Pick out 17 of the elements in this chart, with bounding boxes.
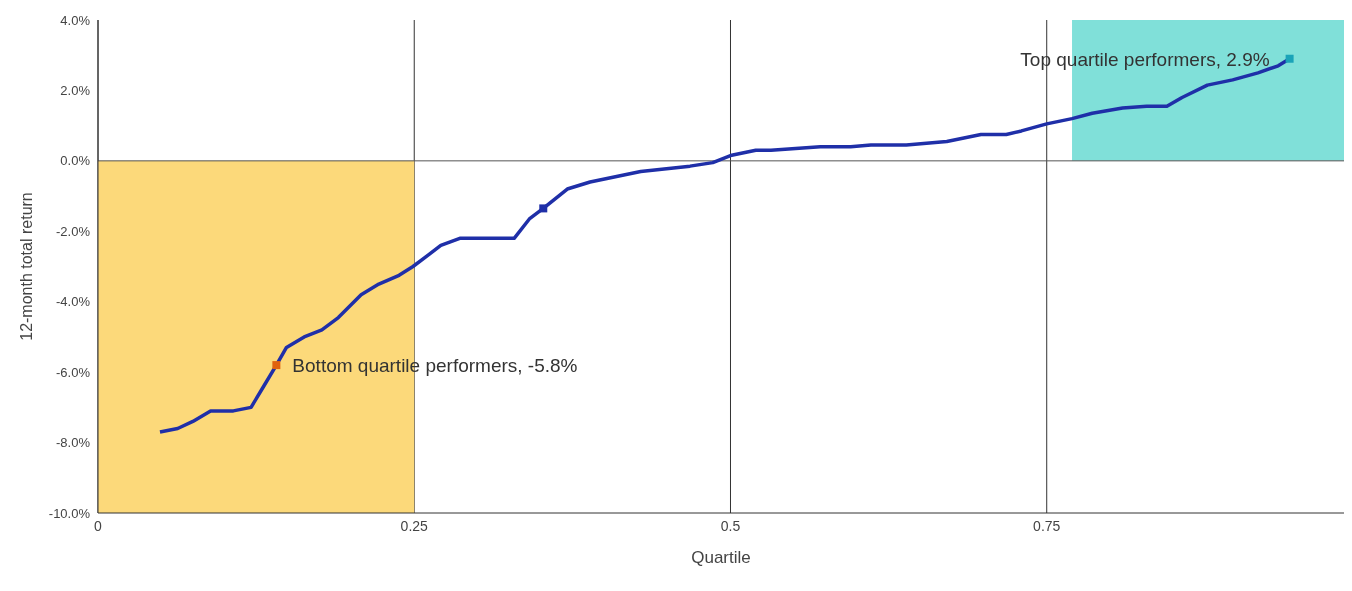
x-tick-label: 0.75: [1033, 517, 1061, 534]
x-tick-label: 0.5: [720, 517, 741, 534]
point: [539, 204, 548, 213]
point: [1285, 54, 1294, 63]
y-tick-label: -6.0%: [56, 364, 91, 380]
y-tick-label: -4.0%: [56, 294, 91, 310]
x-axis-title: Quartile: [691, 548, 751, 567]
y-axis-title: 12-month total return: [17, 192, 35, 341]
y-tick-label: -10.0%: [48, 505, 91, 521]
x-tick-label: 0.25: [400, 517, 429, 534]
y-tick-label: -8.0%: [56, 435, 91, 451]
x-tick-label: 0: [94, 517, 103, 534]
y-tick-label: 4.0%: [60, 12, 91, 28]
y-tick-label: 2.0%: [60, 83, 91, 99]
y-tick-label: -2.0%: [56, 223, 91, 239]
point: [272, 361, 281, 370]
y-tick-label: 0.0%: [60, 153, 91, 169]
